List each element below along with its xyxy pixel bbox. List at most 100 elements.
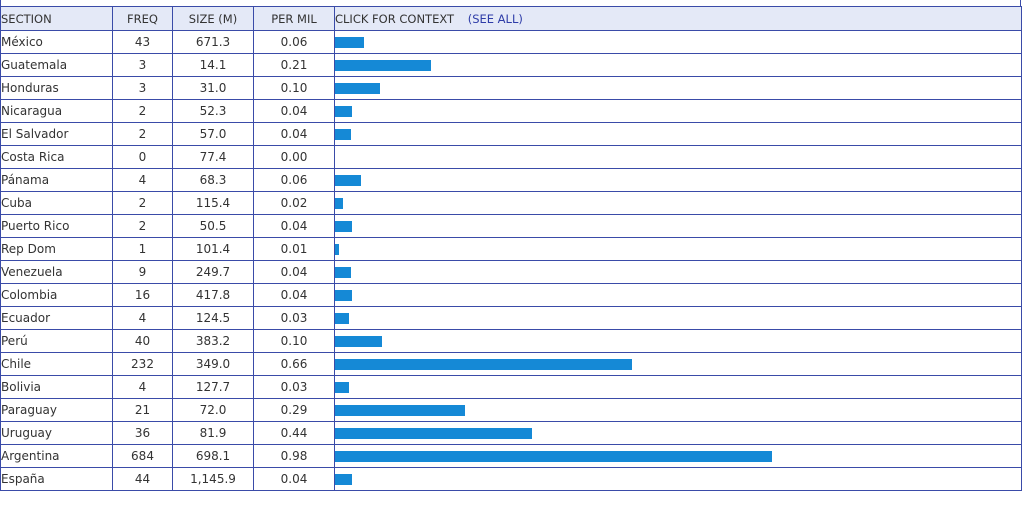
frequency-bar[interactable] [335, 290, 352, 301]
table-row: Paraguay 21 72.0 0.29 [0, 398, 1022, 422]
table-row: Guatemala 3 14.1 0.21 [0, 53, 1022, 77]
size-cell: 81.9 [172, 421, 254, 445]
size-cell: 52.3 [172, 99, 254, 123]
freq-cell: 2 [112, 99, 173, 123]
frequency-bar[interactable] [335, 198, 343, 209]
context-bar-cell[interactable] [334, 352, 1022, 376]
column-header-size[interactable]: SIZE (M) [172, 6, 254, 31]
frequency-bar[interactable] [335, 106, 352, 117]
freq-cell: 2 [112, 191, 173, 215]
section-cell: México [0, 30, 113, 54]
context-bar-cell[interactable] [334, 398, 1022, 422]
table-row: El Salvador 2 57.0 0.04 [0, 122, 1022, 146]
size-cell: 14.1 [172, 53, 254, 77]
context-bar-cell[interactable] [334, 168, 1022, 192]
context-bar-cell[interactable] [334, 76, 1022, 100]
size-cell: 57.0 [172, 122, 254, 146]
section-cell: El Salvador [0, 122, 113, 146]
freq-cell: 43 [112, 30, 173, 54]
per-mil-cell: 0.04 [253, 122, 335, 146]
per-mil-cell: 0.00 [253, 145, 335, 169]
context-bar-cell[interactable] [334, 30, 1022, 54]
per-mil-cell: 0.03 [253, 306, 335, 330]
section-cell: Colombia [0, 283, 113, 307]
section-cell: Puerto Rico [0, 214, 113, 238]
freq-cell: 1 [112, 237, 173, 261]
frequency-bar[interactable] [335, 428, 532, 439]
frequency-bar[interactable] [335, 382, 349, 393]
freq-cell: 36 [112, 421, 173, 445]
context-bar-cell[interactable] [334, 191, 1022, 215]
frequency-bar[interactable] [335, 451, 772, 462]
context-bar-cell[interactable] [334, 444, 1022, 468]
per-mil-cell: 0.04 [253, 260, 335, 284]
size-cell: 50.5 [172, 214, 254, 238]
freq-cell: 2 [112, 122, 173, 146]
context-bar-cell[interactable] [334, 53, 1022, 77]
section-cell: Bolivia [0, 375, 113, 399]
frequency-bar[interactable] [335, 60, 431, 71]
table-row: Bolivia 4 127.7 0.03 [0, 375, 1022, 399]
freq-cell: 16 [112, 283, 173, 307]
context-bar-cell[interactable] [334, 283, 1022, 307]
column-header-freq[interactable]: FREQ [112, 6, 173, 31]
see-all-link[interactable]: (SEE ALL) [467, 11, 523, 26]
size-cell: 101.4 [172, 237, 254, 261]
per-mil-cell: 0.04 [253, 283, 335, 307]
per-mil-cell: 0.66 [253, 352, 335, 376]
size-cell: 349.0 [172, 352, 254, 376]
frequency-bar[interactable] [335, 175, 361, 186]
freq-cell: 232 [112, 352, 173, 376]
per-mil-cell: 0.06 [253, 168, 335, 192]
frequency-bar[interactable] [335, 83, 380, 94]
size-cell: 671.3 [172, 30, 254, 54]
table-row: Uruguay 36 81.9 0.44 [0, 421, 1022, 445]
section-cell: Honduras [0, 76, 113, 100]
frequency-bar[interactable] [335, 221, 352, 232]
per-mil-cell: 0.10 [253, 329, 335, 353]
column-header-section[interactable]: SECTION [0, 6, 113, 31]
table-row: Argentina 684 698.1 0.98 [0, 444, 1022, 468]
context-header-label: CLICK FOR CONTEXT [335, 11, 455, 26]
per-mil-cell: 0.01 [253, 237, 335, 261]
context-bar-cell[interactable] [334, 306, 1022, 330]
context-bar-cell[interactable] [334, 375, 1022, 399]
table-row: Cuba 2 115.4 0.02 [0, 191, 1022, 215]
context-bar-cell[interactable] [334, 237, 1022, 261]
size-cell: 698.1 [172, 444, 254, 468]
frequency-bar[interactable] [335, 336, 382, 347]
context-bar-cell[interactable] [334, 122, 1022, 146]
frequency-bar[interactable] [335, 359, 632, 370]
context-bar-cell[interactable] [334, 214, 1022, 238]
section-cell: Chile [0, 352, 113, 376]
per-mil-cell: 0.02 [253, 191, 335, 215]
size-cell: 249.7 [172, 260, 254, 284]
frequency-bar[interactable] [335, 405, 465, 416]
size-cell: 68.3 [172, 168, 254, 192]
frequency-bar[interactable] [335, 267, 351, 278]
table-row: España 44 1,145.9 0.04 [0, 467, 1022, 491]
frequency-bar[interactable] [335, 244, 339, 255]
context-bar-cell[interactable] [334, 99, 1022, 123]
section-cell: Guatemala [0, 53, 113, 77]
column-header-per-mil[interactable]: PER MIL [253, 6, 335, 31]
per-mil-cell: 0.29 [253, 398, 335, 422]
frequency-bar[interactable] [335, 129, 351, 140]
context-bar-cell[interactable] [334, 467, 1022, 491]
freq-cell: 21 [112, 398, 173, 422]
table-row: Colombia 16 417.8 0.04 [0, 283, 1022, 307]
table-row: Puerto Rico 2 50.5 0.04 [0, 214, 1022, 238]
frequency-bar[interactable] [335, 37, 364, 48]
per-mil-cell: 0.04 [253, 99, 335, 123]
context-bar-cell[interactable] [334, 421, 1022, 445]
per-mil-cell: 0.04 [253, 214, 335, 238]
frequency-bar[interactable] [335, 474, 352, 485]
context-bar-cell[interactable] [334, 329, 1022, 353]
context-bar-cell[interactable] [334, 260, 1022, 284]
size-cell: 124.5 [172, 306, 254, 330]
context-bar-cell[interactable] [334, 145, 1022, 169]
frequency-bar[interactable] [335, 313, 349, 324]
size-cell: 31.0 [172, 76, 254, 100]
table-row: Costa Rica 0 77.4 0.00 [0, 145, 1022, 169]
table-body: México 43 671.3 0.06 Guatemala 3 14.1 0.… [0, 30, 1022, 491]
